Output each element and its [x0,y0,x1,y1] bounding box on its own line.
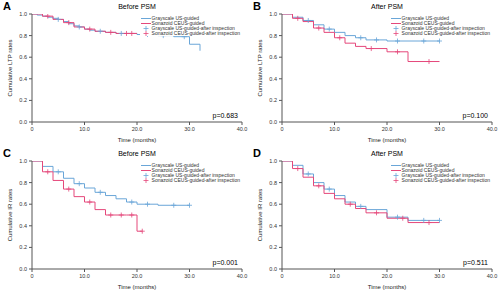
html-text:p=0.683: p=0.683 [212,112,238,119]
svg-text:Cumulative IR rates: Cumulative IR rates [8,188,13,241]
svg-text:0.0: 0.0 [19,265,27,271]
svg-text:0.2: 0.2 [269,244,277,250]
html-text:Sonazoid CEUS-guided: Sonazoid CEUS-guided [151,20,205,26]
html-text:Grayscale US-guided-after insp: Grayscale US-guided-after inspection [401,25,485,31]
svg-text:Cumulative LTP rates: Cumulative LTP rates [257,39,263,96]
html-text:Grayscale US-guided: Grayscale US-guided [151,161,200,168]
svg-text:0.8: 0.8 [19,33,27,39]
html-text:After PSM: After PSM [371,3,403,10]
svg-text:40.0: 40.0 [237,272,248,278]
html-text:p=0.511: p=0.511 [463,258,488,266]
svg-text:20.0: 20.0 [132,126,143,132]
html-text:p=0.100: p=0.100 [462,112,488,119]
html-text:Sonazoid CEUS-guided-after ins: Sonazoid CEUS-guided-after inspection [151,176,240,183]
svg-text:10.0: 10.0 [329,126,340,132]
svg-text:0.8: 0.8 [19,179,27,185]
svg-text:0.8: 0.8 [269,179,277,185]
html-text:A: A [3,0,11,12]
html-text:Grayscale US-guided-after insp: Grayscale US-guided-after inspection [401,171,485,178]
svg-text:0.6: 0.6 [269,201,277,207]
svg-text:0.6: 0.6 [19,54,27,60]
svg-text:0.2: 0.2 [269,97,277,103]
svg-text:0.4: 0.4 [19,222,27,228]
svg-text:0.4: 0.4 [269,76,277,82]
svg-text:0.8: 0.8 [269,33,277,39]
html-text:B: B [253,0,261,12]
svg-text:Cumulative IR rates: Cumulative IR rates [257,188,263,241]
html-text:C: C [3,146,11,159]
html-text:Sonazoid CEUS-guided-after ins: Sonazoid CEUS-guided-after inspection [151,30,240,36]
svg-text:30.0: 30.0 [184,126,195,132]
svg-text:0.2: 0.2 [19,97,27,103]
svg-text:Time (months): Time (months) [118,284,156,290]
svg-text:1.0: 1.0 [19,157,27,163]
svg-text:0: 0 [280,272,283,278]
html-text:Grayscale US-guided: Grayscale US-guided [401,15,450,21]
html-text:Grayscale US-guided-after insp: Grayscale US-guided-after inspection [151,25,235,31]
svg-text:30.0: 30.0 [434,272,445,278]
html-text:Sonazoid CEUS-guided: Sonazoid CEUS-guided [401,166,455,173]
svg-text:40.0: 40.0 [487,272,492,278]
svg-text:0.0: 0.0 [19,119,27,125]
svg-text:1.0: 1.0 [269,157,277,163]
html-text:Sonazoid CEUS-guided: Sonazoid CEUS-guided [151,166,205,173]
html-text:After PSM: After PSM [371,149,403,157]
html-text:D: D [253,146,261,159]
svg-text:0.4: 0.4 [19,76,27,82]
svg-text:1.0: 1.0 [269,11,277,17]
svg-text:Cumulative LTP rates: Cumulative LTP rates [8,39,13,96]
html-text:Sonazoid CEUS-guided: Sonazoid CEUS-guided [401,20,455,26]
svg-text:0: 0 [280,126,283,132]
svg-text:1.0: 1.0 [19,11,27,17]
svg-text:0.0: 0.0 [269,119,277,125]
html-text:Sonazoid CEUS-guided-after ins: Sonazoid CEUS-guided-after inspection [401,30,490,36]
html-text:Sonazoid CEUS-guided-after ins: Sonazoid CEUS-guided-after inspection [401,176,490,183]
svg-text:30.0: 30.0 [184,272,195,278]
html-text:p=0.001: p=0.001 [212,258,238,266]
svg-text:20.0: 20.0 [382,272,393,278]
svg-text:0.6: 0.6 [19,201,27,207]
svg-text:Time (months): Time (months) [368,137,406,143]
svg-text:40.0: 40.0 [237,126,248,132]
svg-text:10.0: 10.0 [79,126,90,132]
html-text:Grayscale US-guided-after insp: Grayscale US-guided-after inspection [151,171,235,178]
html-text:Before PSM: Before PSM [118,3,156,10]
svg-text:0: 0 [30,126,33,132]
svg-text:0.4: 0.4 [269,222,277,228]
html-text:Before PSM: Before PSM [118,149,156,157]
html-text:Grayscale US-guided: Grayscale US-guided [151,15,200,21]
svg-text:0.0: 0.0 [269,265,277,271]
svg-text:20.0: 20.0 [132,272,143,278]
svg-text:10.0: 10.0 [329,272,340,278]
svg-text:40.0: 40.0 [487,126,492,132]
svg-text:0.6: 0.6 [269,54,277,60]
svg-text:0: 0 [30,272,33,278]
svg-text:20.0: 20.0 [382,126,393,132]
svg-text:Time (months): Time (months) [118,137,156,143]
svg-text:30.0: 30.0 [434,126,445,132]
svg-text:0.2: 0.2 [19,244,27,250]
svg-text:Time (months): Time (months) [368,284,406,290]
html-text:Grayscale US-guided: Grayscale US-guided [401,161,450,168]
svg-text:10.0: 10.0 [79,272,90,278]
